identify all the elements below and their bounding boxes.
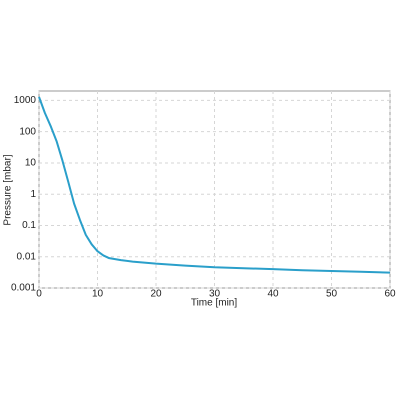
- y-tick-label: 10: [25, 158, 37, 169]
- y-tick-label: 100: [19, 126, 36, 137]
- x-tick-label: 30: [209, 289, 221, 300]
- x-tick-label: 20: [150, 289, 162, 300]
- y-tick-label: 0.1: [22, 220, 36, 231]
- y-tick-label: 1: [30, 189, 36, 200]
- x-tick-label: 0: [36, 289, 42, 300]
- data-line: [38, 96, 391, 274]
- x-tick-label: 40: [267, 289, 279, 300]
- x-tick-label: 10: [92, 289, 104, 300]
- y-tick-label: 0.01: [17, 251, 37, 262]
- y-tick-label: 0.001: [11, 283, 36, 294]
- x-axis-label: Time [min]: [191, 298, 238, 309]
- y-tick-label: 1000: [14, 95, 37, 106]
- x-tick-label: 50: [326, 289, 338, 300]
- y-axis-label: Pressure [mbar]: [3, 154, 14, 225]
- x-tick-label: 60: [384, 289, 396, 300]
